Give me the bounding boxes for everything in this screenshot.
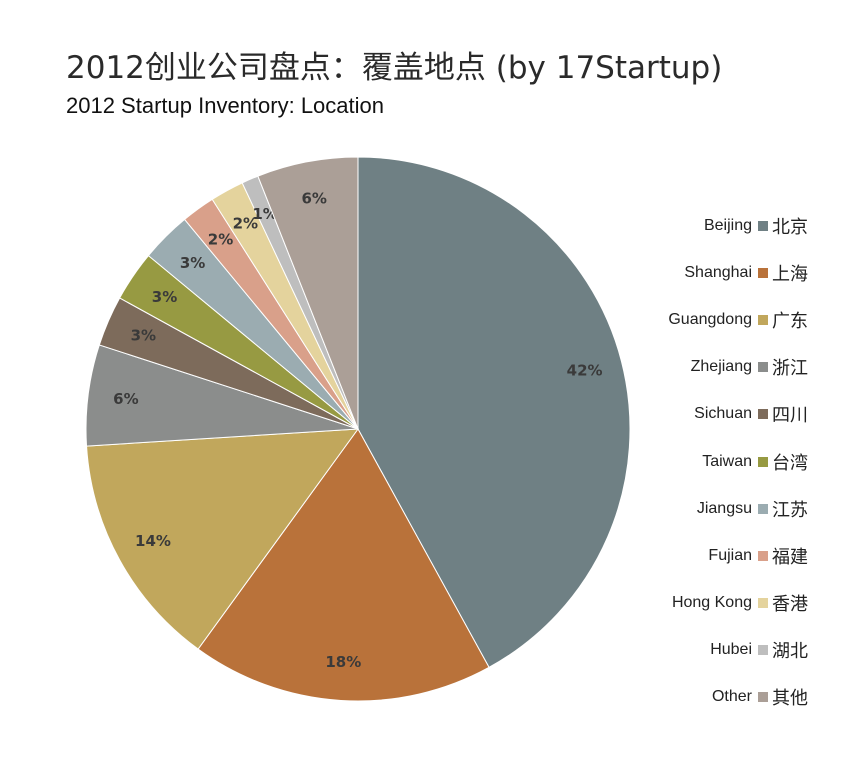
legend-swatch-hubei <box>758 645 768 656</box>
legend-label-cn-zhejiang: 浙江 <box>772 358 808 380</box>
legend-label-cn-other: 其他 <box>772 688 808 710</box>
legend-label-cn-hubei: 湖北 <box>772 641 808 663</box>
legend-item-other: Other 其他 <box>548 674 808 721</box>
slice-label-fujian: 2% <box>208 230 233 248</box>
legend-label-hong-kong: Hong Kong <box>671 594 752 612</box>
legend-label-cn-beijing: 北京 <box>772 216 808 238</box>
legend-label-shanghai: Shanghai <box>684 263 752 281</box>
legend-label-cn-hong-kong: 香港 <box>772 594 808 616</box>
legend-swatch-shanghai <box>758 267 768 278</box>
pie-slice-guangdong <box>86 428 360 650</box>
legend-label-sichuan: Sichuan <box>694 405 752 423</box>
chart-subtitle: 2012 Startup Inventory: Location <box>66 93 384 118</box>
legend-label-zhejiang: Zhejiang <box>690 358 752 376</box>
legend-label-jiangsu: Jiangsu <box>696 499 752 517</box>
pie-slice-beijing <box>357 156 631 669</box>
legend-label-cn-guangdong: 广东 <box>772 310 808 332</box>
legend-swatch-other <box>758 692 768 703</box>
legend-item-fujian: Fujian 福建 <box>548 532 808 579</box>
pie-slice-other <box>257 156 359 430</box>
legend-swatch-taiwan <box>758 456 768 467</box>
slice-label-beijing: 42% <box>567 361 603 379</box>
legend-label-cn-sichuan: 四川 <box>772 405 808 427</box>
slice-label-sichuan: 3% <box>131 327 156 345</box>
legend-label-cn-shanghai: 上海 <box>772 263 808 285</box>
legend-swatch-hong-kong <box>758 598 768 609</box>
legend-label-guangdong: Guangdong <box>668 310 752 328</box>
legend-item-guangdong: Guangdong 广东 <box>548 296 808 343</box>
legend-label-hubei: Hubei <box>710 641 752 659</box>
legend-item-zhejiang: Zhejiang 浙江 <box>548 344 808 391</box>
legend-item-shanghai: Shanghai 上海 <box>548 249 808 296</box>
legend-label-beijing: Beijing <box>703 216 752 234</box>
legend-item-sichuan: Sichuan 四川 <box>548 391 808 438</box>
slice-label-other: 6% <box>301 190 326 208</box>
legend-label-fujian: Fujian <box>708 546 752 564</box>
legend-swatch-beijing <box>758 220 768 231</box>
slice-label-hong-kong: 2% <box>233 215 258 233</box>
slice-label-shanghai: 18% <box>325 653 361 671</box>
legend-label-cn-taiwan: 台湾 <box>772 452 808 474</box>
legend-item-beijing: Beijing 北京 <box>548 202 808 249</box>
slice-label-zhejiang: 6% <box>113 390 138 408</box>
legend: Beijing 北京 Shanghai 上海 Guangdong 广东 Zhejiang 浙江… <box>548 202 808 721</box>
legend-swatch-sichuan <box>758 409 768 420</box>
chart-title: 2012创业公司盘点：覆盖地点 (by 17Startup) <box>66 50 723 86</box>
legend-label-cn-fujian: 福建 <box>772 546 808 568</box>
legend-label-taiwan: Taiwan <box>702 452 752 470</box>
legend-item-jiangsu: Jiangsu 江苏 <box>548 485 808 532</box>
legend-label-other: Other <box>711 688 752 706</box>
legend-swatch-guangdong <box>758 314 768 325</box>
slice-label-guangdong: 14% <box>135 532 171 550</box>
legend-swatch-jiangsu <box>758 503 768 514</box>
slice-label-taiwan: 3% <box>152 288 177 306</box>
legend-item-hubei: Hubei 湖北 <box>548 627 808 674</box>
legend-swatch-zhejiang <box>758 362 768 373</box>
pie-slice-shanghai <box>197 428 490 702</box>
legend-item-hong-kong: Hong Kong 香港 <box>548 580 808 627</box>
legend-label-cn-jiangsu: 江苏 <box>772 499 808 521</box>
legend-swatch-fujian <box>758 550 768 561</box>
slice-label-jiangsu: 3% <box>180 254 205 272</box>
legend-item-taiwan: Taiwan 台湾 <box>548 438 808 485</box>
